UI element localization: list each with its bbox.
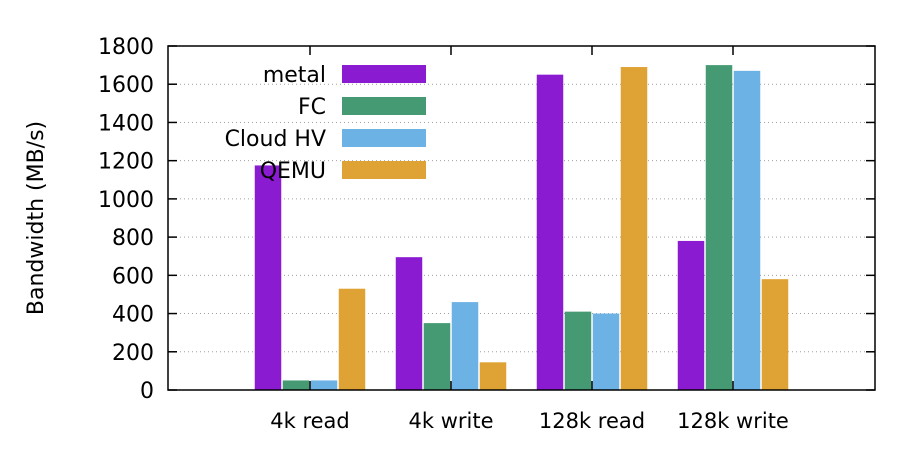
bar-qemu-0 bbox=[338, 288, 366, 390]
y-tick-label: 1200 bbox=[98, 150, 154, 175]
y-tick-label: 400 bbox=[112, 303, 154, 328]
bar-fc-1 bbox=[423, 323, 451, 390]
x-category-label: 4k write bbox=[409, 409, 494, 433]
bar-metal-0 bbox=[254, 165, 282, 390]
y-tick-label: 200 bbox=[112, 341, 154, 366]
legend-label: metal bbox=[263, 63, 326, 88]
legend-label: QEMU bbox=[260, 159, 326, 184]
bar-cloud-hv-2 bbox=[592, 313, 620, 390]
plot-frame bbox=[167, 45, 876, 391]
x-category-label: 128k write bbox=[677, 409, 789, 433]
legend-label: Cloud HV bbox=[225, 127, 326, 152]
x-axis-categories: 4k read 4k write 128k read 128k write bbox=[270, 46, 789, 433]
bar-cloud-hv-1 bbox=[451, 302, 479, 390]
bar-fc-0 bbox=[282, 380, 310, 390]
legend-swatch-metal bbox=[342, 65, 426, 83]
bar-cloud-hv-0 bbox=[310, 380, 338, 390]
y-tick-label: 800 bbox=[112, 226, 154, 251]
bar-fc-3 bbox=[705, 65, 733, 390]
bar-qemu-1 bbox=[479, 362, 507, 390]
y-tick-label: 1600 bbox=[98, 73, 154, 98]
legend: metal FC Cloud HV QEMU bbox=[225, 63, 426, 184]
x-category-label: 4k read bbox=[270, 409, 350, 433]
y-tick-label: 1000 bbox=[98, 188, 154, 213]
legend-swatch-fc bbox=[342, 97, 426, 115]
bar-metal-3 bbox=[677, 240, 705, 390]
y-tick-label: 600 bbox=[112, 264, 154, 289]
bar-cloud-hv-3 bbox=[733, 70, 761, 390]
y-axis-title: Bandwidth (MB/s) bbox=[24, 121, 49, 315]
y-axis-ticks: 0 200 400 600 800 1000 1200 1400 1600 1800 bbox=[98, 35, 875, 404]
bar-metal-2 bbox=[536, 74, 564, 391]
legend-label: FC bbox=[298, 95, 326, 120]
legend-swatch-cloud-hv bbox=[342, 129, 426, 147]
bar-qemu-2 bbox=[620, 67, 648, 391]
bar-fc-2 bbox=[564, 311, 592, 390]
y-tick-label: 1400 bbox=[98, 111, 154, 136]
bar-metal-1 bbox=[395, 257, 423, 390]
y-tick-label: 1800 bbox=[98, 35, 154, 60]
legend-swatch-qemu bbox=[342, 161, 426, 179]
bars bbox=[254, 65, 789, 391]
bar-qemu-3 bbox=[761, 279, 789, 390]
y-tick-label: 0 bbox=[140, 379, 154, 404]
x-category-label: 128k read bbox=[539, 409, 645, 433]
